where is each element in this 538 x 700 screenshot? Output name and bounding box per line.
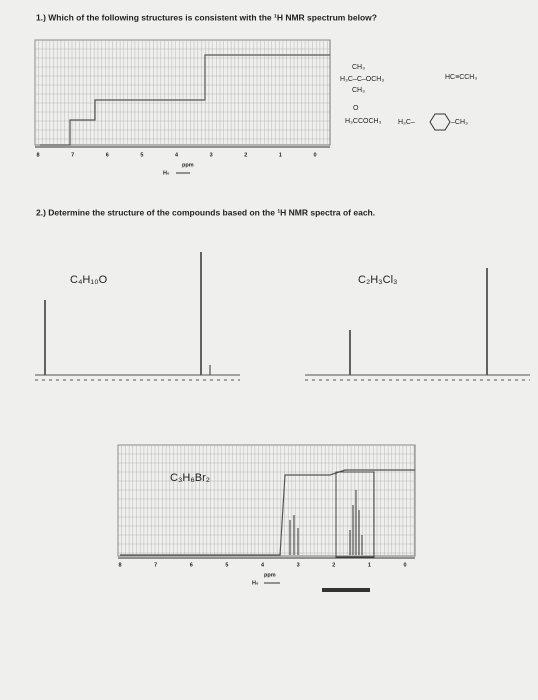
peak-cluster (289, 490, 363, 555)
formula: C₃H₆Br₂ (170, 472, 210, 484)
axis-label: 1 (279, 152, 282, 158)
axis-label: 2 (244, 152, 247, 158)
axis-label: 8 (36, 152, 39, 158)
axis-label: 0 (403, 562, 406, 568)
axis-label: 0 (313, 152, 316, 158)
axis-label: 3 (210, 152, 213, 158)
axis-label: 3 (297, 562, 300, 568)
structure-text: H₃C– (398, 119, 415, 126)
formula: C₂H₃Cl₃ (358, 274, 398, 286)
axis-unit: ppm (264, 572, 276, 578)
axis-label: 8 (118, 562, 121, 568)
spectrum-grid (117, 444, 416, 557)
axis-label: 2 (332, 562, 335, 568)
inset-box (335, 471, 375, 558)
structure-text: –CH₃ (451, 119, 468, 126)
formula: C₄H₁₀O (70, 274, 108, 286)
structure-text: CH₃ (352, 87, 365, 94)
axis-label: 6 (106, 152, 109, 158)
structure-text: O (353, 105, 359, 112)
axis-label: 7 (154, 562, 157, 568)
question-2: 2.) Determine the structure of the compo… (36, 207, 375, 217)
structure-text: CH₃ (352, 64, 365, 71)
structure-text: H₃C–C–OCH₃ (340, 76, 384, 83)
axis-label: 6 (190, 562, 193, 568)
scribble (322, 588, 370, 592)
integral-curve (40, 54, 330, 146)
question-1: 1.) Which of the following structures is… (36, 12, 377, 22)
axis-label: 1 (368, 562, 371, 568)
benzene-ring (429, 113, 451, 131)
field-label: H₀ (163, 170, 170, 176)
structure-text: HC≡CCH₃ (445, 74, 477, 81)
field-label: H₀ (252, 580, 259, 586)
spectrum-grid (34, 39, 331, 146)
axis-unit: ppm (182, 162, 194, 168)
axis-label: 5 (140, 152, 143, 158)
structure-text: H₃CCOCH₃ (345, 118, 382, 125)
axis-label: 5 (225, 562, 228, 568)
axis-label: 4 (261, 562, 265, 568)
axis-label: 7 (71, 152, 74, 158)
axis-label: 4 (175, 152, 179, 158)
